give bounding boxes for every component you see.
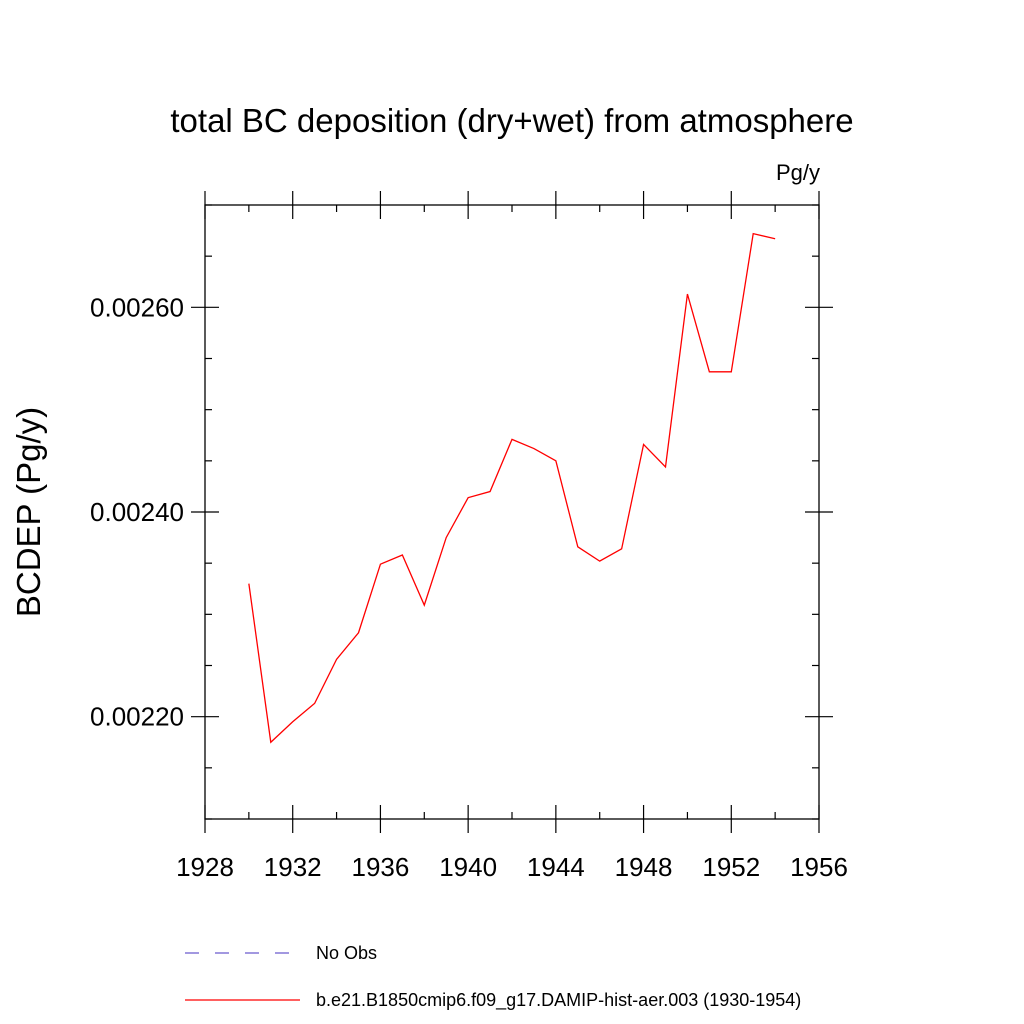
y-tick-label: 0.00220 — [90, 702, 184, 732]
x-tick-label: 1956 — [790, 852, 848, 882]
series-line — [248, 232, 776, 744]
x-tick-label: 1940 — [439, 852, 497, 882]
chart-title: total BC deposition (dry+wet) from atmos… — [170, 102, 853, 139]
x-tick-label: 1948 — [615, 852, 673, 882]
x-tick-label: 1944 — [527, 852, 585, 882]
y-axis-label: BCDEP (Pg/y) — [10, 407, 47, 617]
series-layer — [248, 232, 776, 744]
x-tick-label: 1936 — [352, 852, 410, 882]
legend: No Obs b.e21.B1850cmip6.f09_g17.DAMIP-his… — [185, 943, 801, 1011]
y-tick-label: 0.00240 — [90, 497, 184, 527]
legend-label: b.e21.B1850cmip6.f09_g17.DAMIP-hist-aer.… — [316, 990, 801, 1011]
axis-ticks: 1928 1932 1936 1940 1944 1948 1952 1956 0.00220 0… — [90, 191, 848, 882]
legend-label: No Obs — [316, 943, 377, 963]
y-tick-label: 0.00260 — [90, 292, 184, 322]
units-label: Pg/y — [776, 160, 820, 185]
plot-frame — [204, 204, 820, 820]
x-tick-label: 1952 — [702, 852, 760, 882]
x-tick-label: 1928 — [176, 852, 234, 882]
x-tick-label: 1932 — [264, 852, 322, 882]
